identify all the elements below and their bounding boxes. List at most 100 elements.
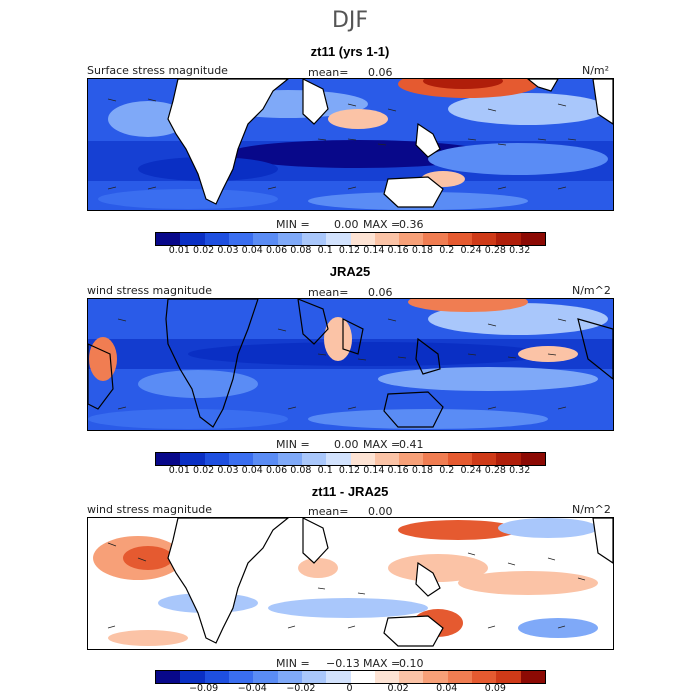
colorbar-swatch: [496, 453, 521, 465]
colorbar-swatch: [374, 453, 400, 465]
colorbar-swatch: [204, 233, 229, 245]
colorbar-tick-label: 0.03: [217, 245, 239, 256]
colorbar-tick-label: 0.06: [265, 465, 288, 476]
panel-2-units: N/m^2: [572, 284, 611, 297]
panel-3-title: zt11 - JRA25: [311, 484, 389, 499]
colorbar-swatch: [496, 671, 521, 683]
colorbar-tick-label: 0.14: [363, 245, 385, 256]
colorbar-swatch: [228, 453, 254, 465]
panel-1-title: zt11 (yrs 1-1): [310, 44, 390, 59]
colorbar-tick-label: 0.14: [363, 465, 385, 476]
panel-3-map-svg: [88, 518, 613, 649]
panel-3-units: N/m^2: [572, 503, 611, 516]
panel-1-mean-value: 0.06: [368, 66, 393, 79]
colorbar-swatch: [180, 453, 205, 465]
colorbar-tick-label: 0.32: [509, 465, 531, 476]
colorbar-tick-label: 0.24: [460, 465, 482, 476]
colorbar-swatch: [326, 453, 351, 465]
figure-title: DJF: [331, 8, 369, 33]
colorbar-tick-label: 0.2: [439, 465, 455, 476]
colorbar-swatch: [326, 671, 351, 683]
colorbar-tick-label: −0.04: [237, 683, 267, 694]
colorbar-swatch: [180, 671, 205, 683]
panel-1-map-svg: [88, 79, 613, 210]
colorbar-swatch: [180, 233, 205, 245]
colorbar-tick-label: 0.28: [484, 465, 506, 476]
colorbar-swatch: [423, 453, 448, 465]
colorbar-tick-label: 0.28: [484, 245, 506, 256]
colorbar-tick-label: −0.02: [286, 683, 316, 694]
panel-3-land: [167, 518, 613, 647]
colorbar-tick-label: 0.1: [317, 245, 333, 256]
panel-2-min-label: MIN =: [276, 438, 310, 451]
colorbar-swatch: [350, 453, 375, 465]
panel-1-units: N/m²: [582, 64, 610, 77]
panel-1-max-value: 0.36: [399, 218, 424, 231]
panel-2-map: [87, 298, 614, 431]
colorbar-tick-label: 0.02: [387, 683, 409, 694]
colorbar-swatch: [204, 671, 229, 683]
colorbar-tick-label: 0: [346, 683, 353, 694]
colorbar-tick-label: 0.24: [460, 245, 482, 256]
colorbar-tick-label: 0.06: [265, 245, 288, 256]
panel-3-min-label: MIN =: [276, 657, 310, 670]
panel-1-max-label: MAX =: [363, 218, 401, 231]
panel-2-max-value: 0.41: [399, 438, 424, 451]
colorbar-tick-label: 0.16: [387, 245, 409, 256]
panel-3-colorbar-labels: −0.09 −0.04 −0.02 0 0.02 0.04 0.09: [155, 683, 544, 695]
colorbar-swatch: [350, 233, 375, 245]
colorbar-swatch: [447, 453, 473, 465]
colorbar-swatch: [374, 671, 400, 683]
panel-2-min-value: 0.00: [334, 438, 359, 451]
colorbar-swatch: [301, 671, 327, 683]
colorbar-tick-label: 0.04: [241, 245, 263, 256]
colorbar-swatch: [447, 671, 473, 683]
panel-3-map: [87, 517, 614, 650]
panel-1-colorbar: [155, 232, 546, 246]
colorbar-tick-label: 0.12: [338, 465, 361, 476]
panel-1-vectors: [107, 98, 577, 190]
colorbar-swatch: [277, 671, 302, 683]
colorbar-swatch: [496, 233, 521, 245]
panel-3-max-label: MAX =: [363, 657, 401, 670]
panel-3-mean-label: mean=: [308, 505, 349, 518]
colorbar-swatch: [228, 233, 254, 245]
colorbar-swatch: [374, 233, 400, 245]
colorbar-swatch: [423, 671, 448, 683]
colorbar-swatch: [350, 671, 375, 683]
colorbar-swatch: [156, 453, 181, 465]
colorbar-tick-label: 0.2: [439, 245, 455, 256]
panel-2-land: [88, 299, 613, 428]
colorbar-swatch: [326, 233, 351, 245]
panel-3-mean-value: 0.00: [368, 505, 393, 518]
panel-1-land: [167, 79, 613, 208]
colorbar-swatch: [520, 671, 545, 683]
panel-2-variable-label: wind stress magnitude: [87, 284, 213, 297]
panel-3-variable-label: wind stress magnitude: [87, 503, 213, 516]
colorbar-swatch: [472, 671, 497, 683]
colorbar-tick-label: 0.08: [290, 465, 312, 476]
colorbar-swatch: [301, 453, 327, 465]
colorbar-swatch: [204, 453, 229, 465]
colorbar-swatch: [399, 671, 424, 683]
panel-3-min-value: −0.13: [326, 657, 360, 670]
panel-2-title: JRA25: [329, 264, 371, 279]
colorbar-tick-label: 0.04: [436, 683, 458, 694]
panel-1-min-value: 0.00: [334, 218, 359, 231]
colorbar-swatch: [156, 233, 181, 245]
colorbar-tick-label: 0.01: [168, 245, 190, 256]
panel-3-vectors: [107, 542, 586, 629]
colorbar-swatch: [447, 233, 473, 245]
colorbar-tick-label: 0.18: [411, 245, 434, 256]
panel-3-max-value: 0.10: [399, 657, 424, 670]
colorbar-tick-label: 0.08: [290, 245, 312, 256]
colorbar-tick-label: 0.18: [411, 465, 434, 476]
colorbar-tick-label: 0.1: [317, 465, 333, 476]
colorbar-tick-label: 0.32: [509, 245, 531, 256]
colorbar-swatch: [472, 453, 497, 465]
panel-2-map-svg: [88, 299, 613, 430]
colorbar-swatch: [253, 671, 278, 683]
panel-2-field: [88, 299, 613, 429]
panel-1-mean-label: mean=: [308, 66, 349, 79]
panel-2-colorbar: [155, 452, 546, 466]
